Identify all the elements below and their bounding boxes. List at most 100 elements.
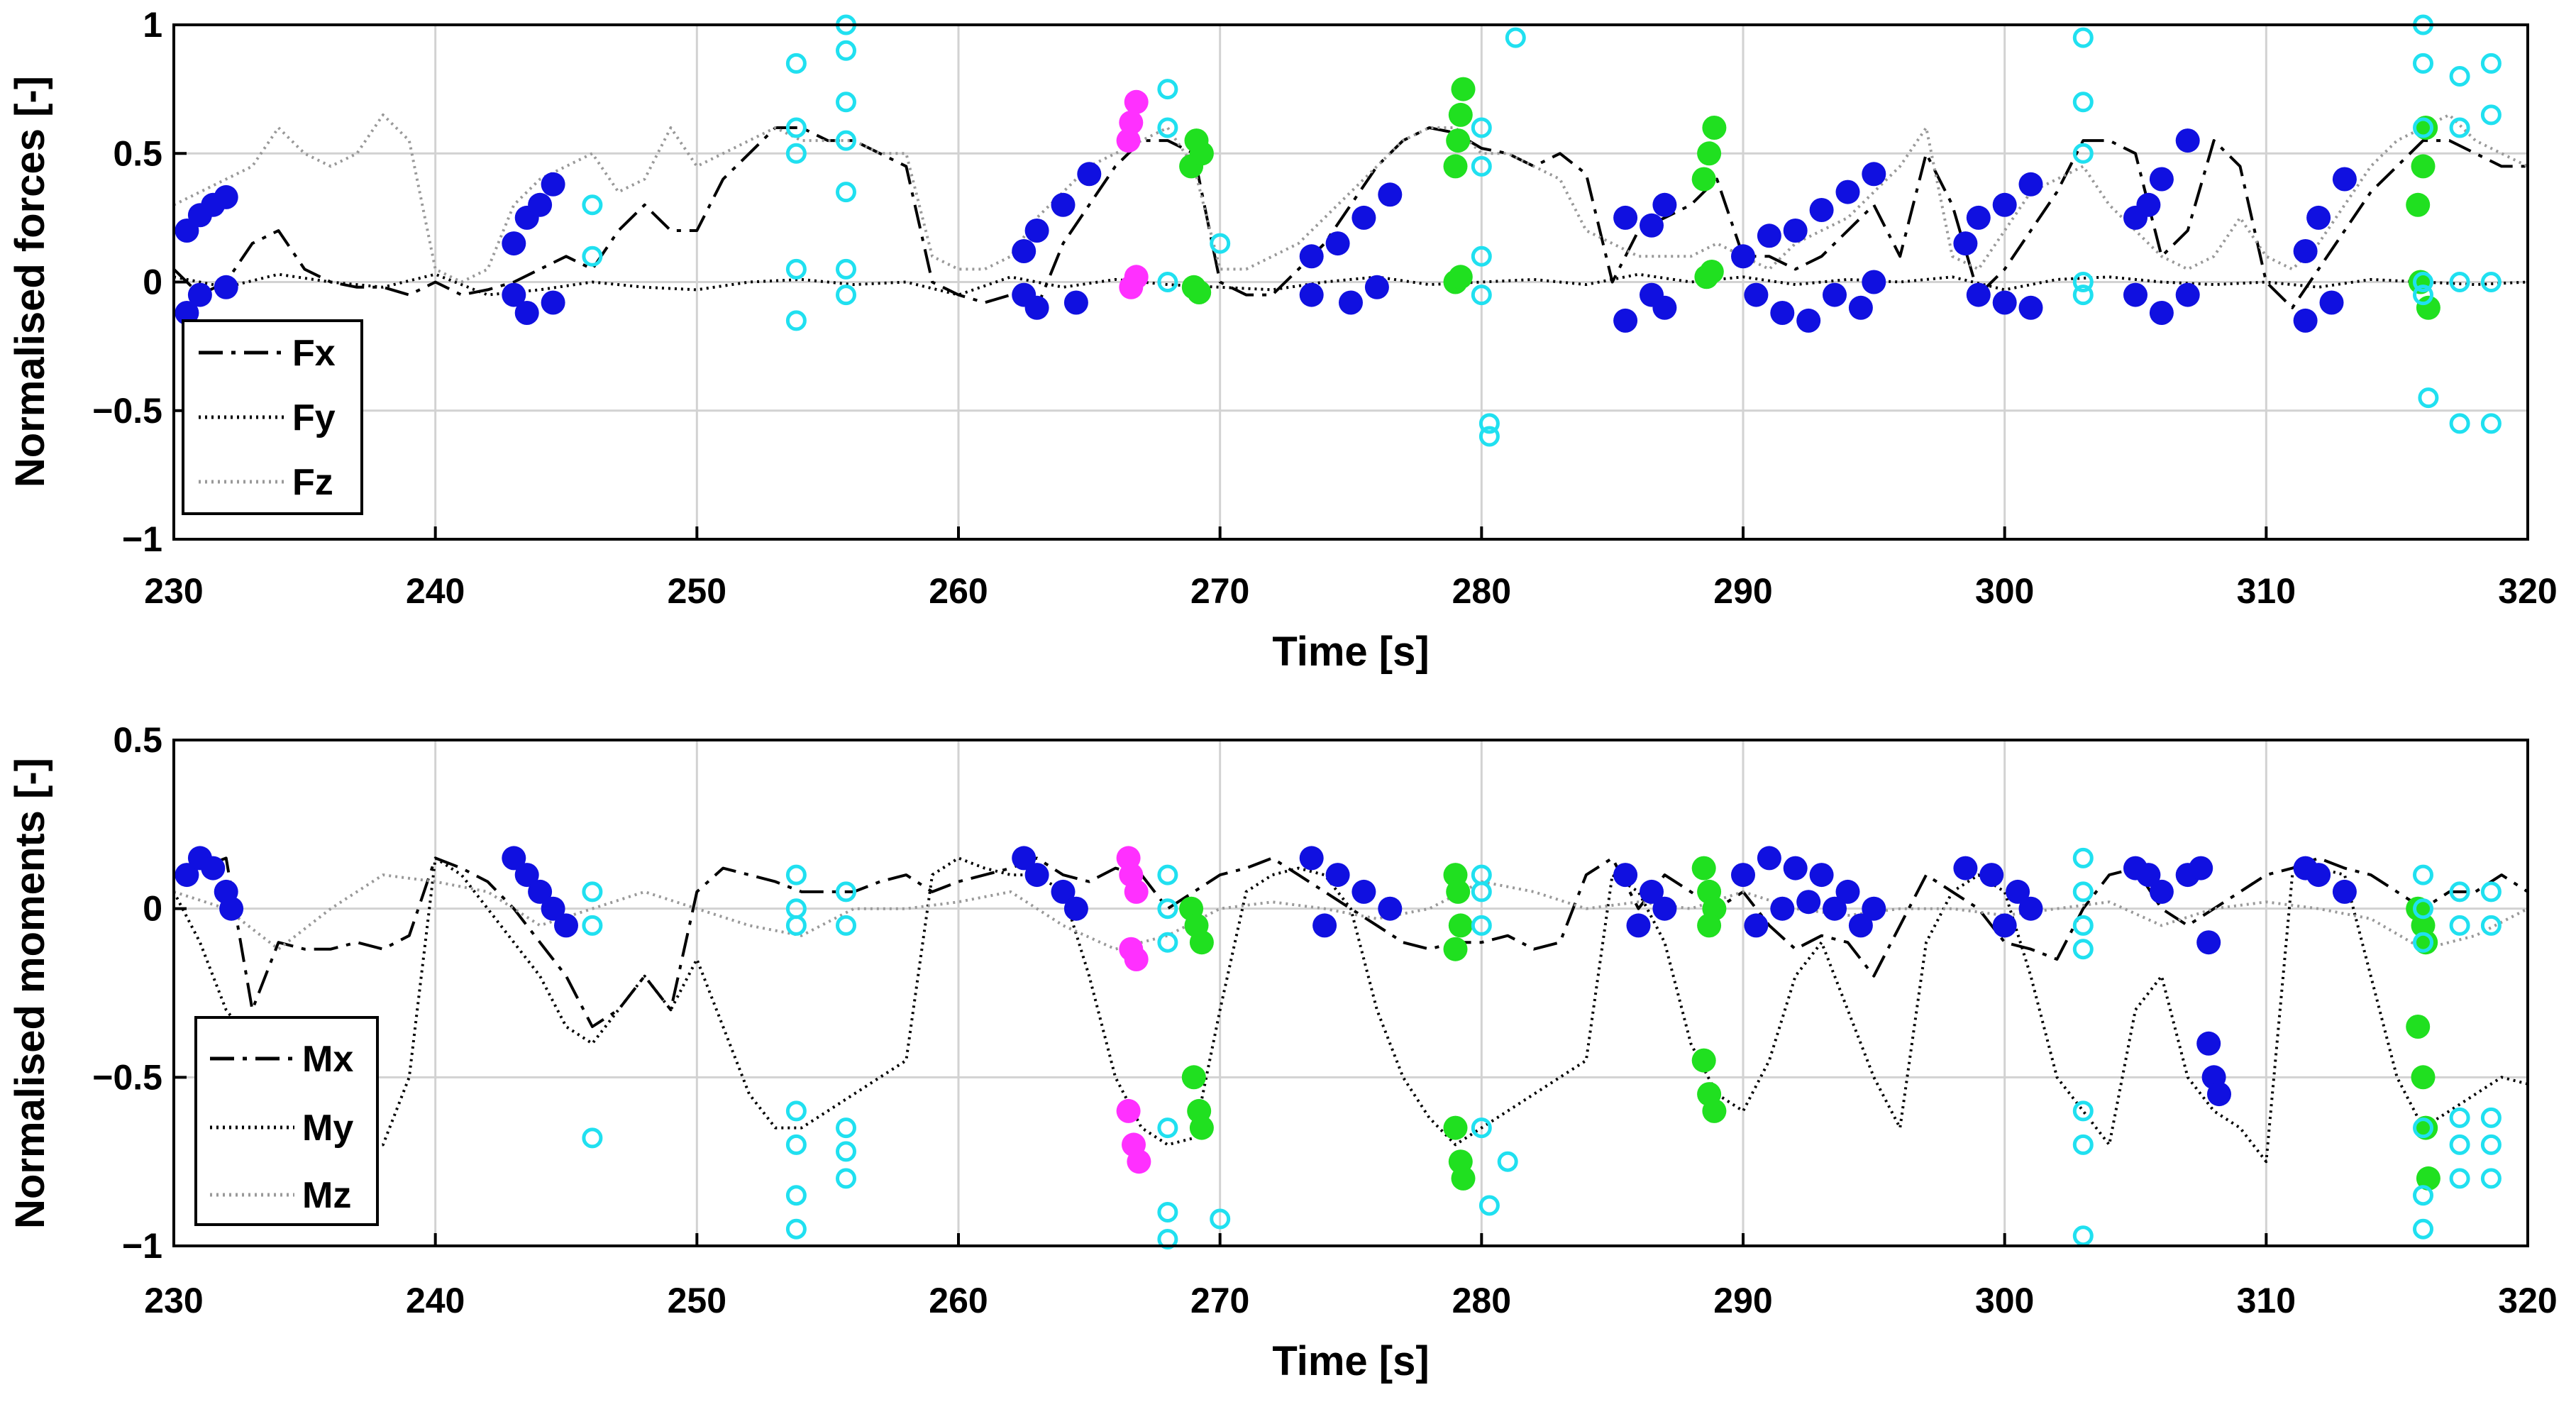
blue-marker-point	[1063, 290, 1088, 315]
blue-marker-point	[2018, 172, 2043, 197]
moments-series	[172, 856, 2529, 1164]
blue-marker-point	[1979, 863, 2004, 888]
cyan-marker-point	[836, 285, 856, 306]
blue-marker-point	[1862, 270, 1886, 294]
y-tick-label: −1	[122, 519, 162, 559]
blue-marker-point	[541, 290, 565, 315]
blue-marker-point	[1613, 308, 1638, 333]
cyan-marker-point	[836, 1168, 856, 1189]
cyan-marker-point	[2413, 1218, 2433, 1240]
blue-marker-point	[2175, 282, 2200, 307]
blue-marker-point	[2207, 1082, 2231, 1107]
blue-marker-point	[2196, 1031, 2221, 1056]
cyan-marker-point	[2413, 932, 2433, 953]
cyan-marker-point	[1157, 272, 1178, 292]
cyan-marker-point	[2449, 1134, 2470, 1155]
forces-panel: 230 240 250 260 270 280 290 300 310 320 1 0.5 0 −0.5…	[7, 5, 2558, 675]
cyan-marker-point	[785, 1185, 807, 1206]
blue-marker-point	[1744, 913, 1769, 938]
blue-marker-point	[514, 301, 539, 325]
blue-marker-point	[1652, 192, 1677, 217]
moments-legend: Mx My Mz	[194, 1016, 379, 1226]
cyan-marker-point	[2449, 881, 2470, 903]
green-marker-point	[1451, 77, 1476, 101]
cyan-marker-point	[2413, 272, 2433, 292]
blue-marker-point	[1862, 896, 1886, 921]
blue-marker-point	[528, 192, 553, 217]
magenta-marker-point	[1116, 128, 1141, 153]
blue-marker-point	[2018, 295, 2043, 320]
blue-marker-point	[1744, 282, 1769, 307]
blue-marker-point	[541, 172, 565, 197]
cyan-marker-point	[1157, 117, 1178, 138]
green-marker-point	[1691, 167, 1716, 192]
cyan-marker-point	[2413, 1185, 2433, 1206]
blue-marker-point	[1966, 282, 1991, 307]
blue-marker-point	[1063, 896, 1088, 921]
cyan-marker-point	[2072, 939, 2094, 960]
blue-marker-point	[1835, 879, 1860, 904]
y-tick-label: −0.5	[92, 391, 162, 431]
series-my-line	[172, 856, 2528, 1164]
blue-marker-point	[2306, 863, 2331, 888]
green-marker-point	[1451, 1166, 1476, 1191]
blue-marker-point	[1796, 890, 1821, 915]
blue-marker-point	[1378, 896, 1403, 921]
blue-marker-point	[514, 863, 539, 888]
x-tick-label: 230	[144, 571, 203, 611]
green-marker-point	[2411, 1065, 2436, 1090]
moments-plot-area	[174, 740, 2528, 1246]
x-tick-label: 310	[2237, 1281, 2296, 1320]
cyan-marker-point	[2449, 1168, 2470, 1189]
cyan-marker-point	[2072, 1100, 2094, 1122]
blue-marker-point	[1051, 192, 1076, 217]
cyan-marker-point	[2413, 864, 2433, 885]
cyan-marker-point	[2072, 143, 2094, 164]
cyan-marker-point	[785, 310, 807, 331]
cyan-marker-point	[785, 258, 807, 280]
green-marker-point	[1189, 1115, 1214, 1140]
blue-marker-point	[1640, 879, 1664, 904]
cyan-marker-point	[1478, 413, 1500, 434]
blue-marker-point	[187, 282, 212, 307]
blue-marker-point	[2306, 205, 2331, 230]
blue-marker-point	[1992, 290, 2017, 315]
blue-marker-point	[1823, 282, 1847, 307]
cyan-marker-point	[1157, 1202, 1178, 1222]
magenta-marker-point	[1127, 1149, 1151, 1174]
cyan-marker-point	[785, 1134, 807, 1155]
cyan-marker-point	[2480, 1107, 2502, 1128]
blue-marker-point	[1731, 863, 1755, 888]
forces-x-ticks: 230 240 250 260 270 280 290 300 310 320	[144, 526, 2558, 611]
x-tick-label: 240	[406, 1281, 465, 1320]
magenta-marker-point	[1124, 265, 1149, 289]
green-marker-point	[1187, 280, 1212, 304]
green-marker-point	[1448, 913, 1473, 938]
x-tick-label: 290	[1713, 571, 1772, 611]
cyan-marker-point	[2449, 915, 2470, 936]
series-fx-line	[172, 126, 2528, 309]
cyan-marker-point	[2480, 53, 2502, 74]
cyan-marker-point	[2480, 413, 2502, 434]
magenta-marker-point	[1124, 89, 1149, 114]
legend-my-label: My	[302, 1108, 353, 1149]
forces-legend: Fx Fy Fz	[182, 319, 363, 515]
blue-marker-point	[1783, 856, 1808, 881]
cyan-marker-point	[785, 1218, 807, 1240]
green-marker-point	[1446, 128, 1471, 153]
x-tick-label: 230	[144, 1281, 203, 1320]
cyan-marker-point	[2449, 413, 2470, 434]
blue-marker-point	[1783, 219, 1808, 243]
y-tick-label: 0.5	[113, 720, 162, 760]
cyan-marker-point	[582, 881, 603, 903]
cyan-marker-point	[836, 92, 856, 113]
legend-fy-label: Fy	[292, 397, 336, 438]
blue-marker-point	[1351, 879, 1376, 904]
blue-marker-point	[1770, 301, 1795, 325]
cyan-marker-point	[2449, 1107, 2470, 1128]
blue-marker-point	[1626, 913, 1651, 938]
y-tick-label: 0	[143, 263, 162, 302]
x-tick-label: 260	[929, 1281, 988, 1320]
blue-marker-point	[2123, 282, 2147, 307]
